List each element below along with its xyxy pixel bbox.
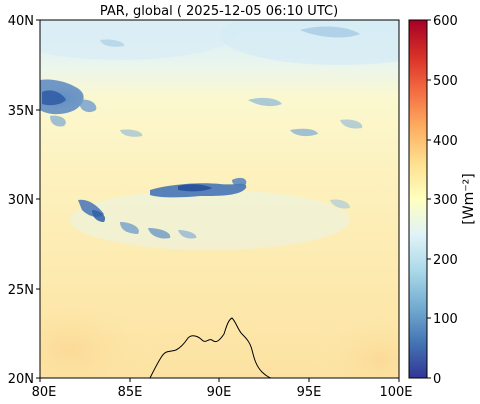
lat-axis: 20N 25N 30N 35N 40N	[8, 14, 40, 387]
colorbar-tick-label: 100	[433, 312, 458, 327]
colorbar-gradient	[408, 19, 428, 379]
colorbar-tick-label: 400	[433, 134, 458, 149]
colorbar-tick-label: 0	[433, 372, 441, 387]
lon-tick-label: 90E	[207, 385, 232, 400]
lat-tick-label: 40N	[8, 14, 34, 29]
coastline	[149, 317, 273, 378]
colorbar-tick-label: 600	[433, 14, 458, 29]
lon-tick-label: 100E	[379, 385, 412, 400]
colorbar-tick-label: 200	[433, 253, 458, 268]
lon-tick-label: 85E	[118, 385, 143, 400]
map-title: PAR, global ( 2025-12-05 06:10 UTC)	[100, 4, 338, 19]
colorbar-tick-label: 300	[433, 193, 458, 208]
lat-tick-label: 35N	[8, 104, 34, 119]
colorbar-tick-label: 500	[433, 74, 458, 89]
colorbar-unit-label: [Wm⁻²]	[461, 173, 477, 224]
lon-axis: 80E 85E 90E 95E 100E	[32, 378, 413, 400]
par-field	[40, 20, 399, 378]
lon-tick-label: 80E	[32, 385, 57, 400]
lon-tick-label: 95E	[297, 385, 322, 400]
lat-tick-label: 20N	[8, 372, 34, 387]
cloud-patches	[40, 26, 363, 239]
lat-tick-label: 25N	[8, 283, 34, 298]
colorbar: 0 100 200 300 400 500 600 [Wm⁻²]	[408, 14, 477, 387]
lat-tick-label: 30N	[8, 193, 34, 208]
